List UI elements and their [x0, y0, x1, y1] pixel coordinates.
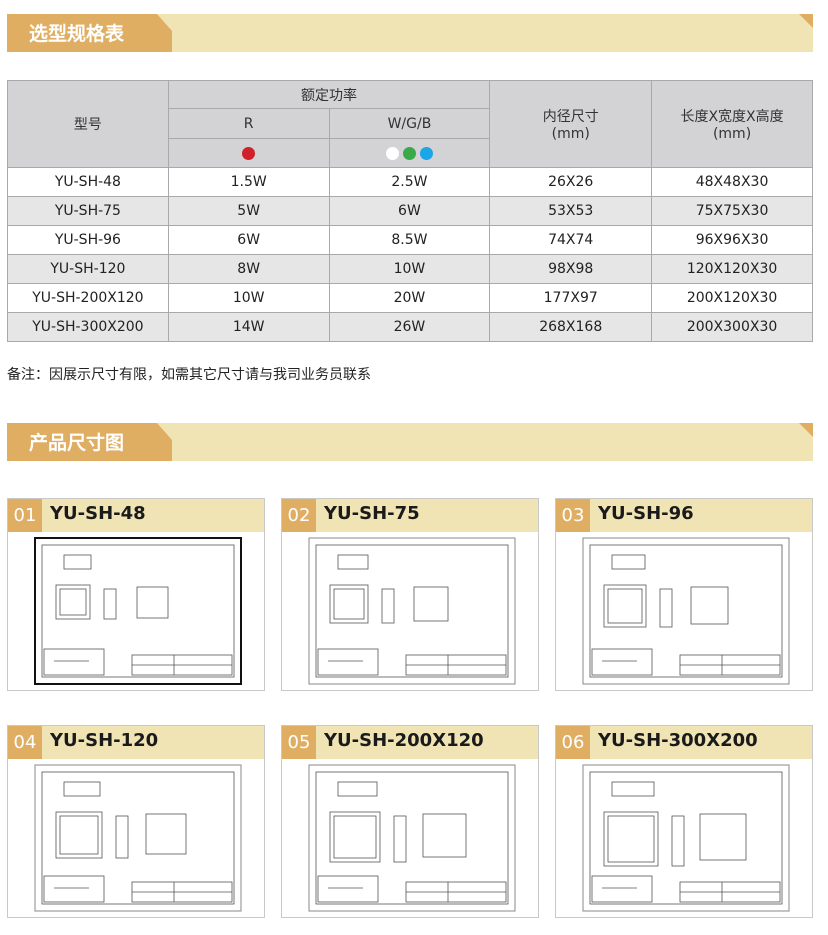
- section-banner-spec: 选型规格表: [7, 14, 813, 52]
- table-cell: 200X120X30: [651, 283, 813, 313]
- table-row: YU-SH-75 5W 6W 53X53 75X75X30: [7, 196, 813, 226]
- table-cell: YU-SH-75: [7, 196, 169, 226]
- table-cell: 53X53: [489, 196, 653, 226]
- card-number: 06: [556, 726, 590, 759]
- red-dot-icon: [242, 146, 256, 160]
- spec-table: 型号 额定功率 内径尺寸 (mm) 长度X宽度X高度 (mm) R W/G/B YU…: [7, 80, 813, 342]
- table-cell: 2.5W: [328, 167, 491, 197]
- card-number: 03: [556, 499, 590, 532]
- card-number: 05: [282, 726, 316, 759]
- header-r: R: [167, 108, 330, 139]
- table-cell: YU-SH-120: [7, 254, 169, 284]
- card-model: YU-SH-200X120: [324, 730, 484, 751]
- card-model: YU-SH-48: [50, 503, 146, 524]
- table-row: YU-SH-200X120 10W 20W 177X97 200X120X30: [7, 283, 813, 313]
- card-model: YU-SH-120: [50, 730, 159, 751]
- dimension-drawing: [308, 537, 516, 685]
- header-inner: 内径尺寸 (mm): [489, 80, 653, 168]
- table-cell: 177X97: [489, 283, 653, 313]
- header-power: 额定功率: [167, 80, 491, 109]
- card-model: YU-SH-96: [598, 503, 694, 524]
- table-row: YU-SH-120 8W 10W 98X98 120X120X30: [7, 254, 813, 284]
- table-row: YU-SH-96 6W 8.5W 74X74 96X96X30: [7, 225, 813, 255]
- section-title: 选型规格表: [29, 23, 125, 45]
- table-cell: 8.5W: [328, 225, 491, 255]
- note: 备注：因展示尺寸有限，如需其它尺寸请与我司业务员联系: [7, 367, 371, 383]
- table-cell: 75X75X30: [651, 196, 813, 226]
- table-cell: 268X168: [489, 312, 653, 342]
- table-cell: 10W: [328, 254, 491, 284]
- green-dot-icon: [402, 146, 416, 160]
- dimension-drawing: [582, 764, 790, 912]
- table-cell: 1.5W: [167, 167, 330, 197]
- color-r: [167, 138, 330, 168]
- dimension-card: 05 YU-SH-200X120: [281, 725, 539, 918]
- table-cell: YU-SH-200X120: [7, 283, 169, 313]
- card-model: YU-SH-75: [324, 503, 420, 524]
- table-cell: 10W: [167, 283, 330, 313]
- dimension-drawing: [34, 764, 242, 912]
- table-cell: 26W: [328, 312, 491, 342]
- table-cell: YU-SH-96: [7, 225, 169, 255]
- table-row: YU-SH-300X200 14W 26W 268X168 200X300X30: [7, 312, 813, 342]
- table-cell: 20W: [328, 283, 491, 313]
- dimension-card: 03 YU-SH-96: [555, 498, 813, 691]
- table-cell: 200X300X30: [651, 312, 813, 342]
- header-dims: 长度X宽度X高度 (mm): [651, 80, 813, 168]
- color-wgb: [328, 138, 491, 168]
- dimension-drawing: [308, 764, 516, 912]
- table-cell: 48X48X30: [651, 167, 813, 197]
- table-cell: 96X96X30: [651, 225, 813, 255]
- table-cell: YU-SH-300X200: [7, 312, 169, 342]
- card-number: 01: [8, 499, 42, 532]
- dimension-card: 02 YU-SH-75: [281, 498, 539, 691]
- table-cell: 98X98: [489, 254, 653, 284]
- section-title: 产品尺寸图: [29, 432, 125, 454]
- table-cell: 6W: [167, 225, 330, 255]
- table-cell: 14W: [167, 312, 330, 342]
- dimension-drawing: [34, 537, 242, 685]
- card-number: 02: [282, 499, 316, 532]
- dimension-card: 04 YU-SH-120: [7, 725, 265, 918]
- table-cell: YU-SH-48: [7, 167, 169, 197]
- header-model: 型号: [7, 80, 169, 168]
- header-wgb: W/G/B: [328, 108, 491, 139]
- card-number: 04: [8, 726, 42, 759]
- dimension-card: 06 YU-SH-300X200: [555, 725, 813, 918]
- table-cell: 26X26: [489, 167, 653, 197]
- table-cell: 8W: [167, 254, 330, 284]
- dimension-card: 01 YU-SH-48: [7, 498, 265, 691]
- dimension-drawing: [582, 537, 790, 685]
- section-banner-dims: 产品尺寸图: [7, 423, 813, 461]
- table-cell: 74X74: [489, 225, 653, 255]
- table-row: YU-SH-48 1.5W 2.5W 26X26 48X48X30: [7, 167, 813, 197]
- white-dot-icon: [385, 146, 399, 160]
- table-cell: 5W: [167, 196, 330, 226]
- card-model: YU-SH-300X200: [598, 730, 758, 751]
- table-cell: 6W: [328, 196, 491, 226]
- table-cell: 120X120X30: [651, 254, 813, 284]
- blue-dot-icon: [419, 146, 433, 160]
